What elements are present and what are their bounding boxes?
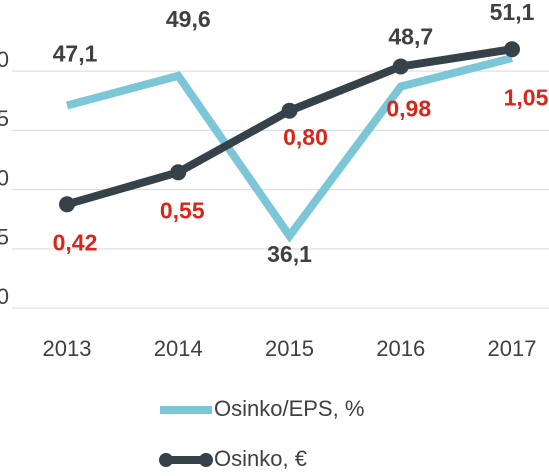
data-label: 51,1 <box>490 0 535 25</box>
legend-marker <box>199 453 213 467</box>
legend-label: Osinko, € <box>214 446 307 471</box>
point-marker <box>504 41 520 58</box>
data-label: 0,98 <box>386 96 431 122</box>
x-tick-label: 2016 <box>376 336 425 361</box>
y-tick-label: 45 <box>0 106 9 131</box>
data-label: 36,1 <box>267 241 312 267</box>
point-marker <box>170 164 187 181</box>
x-tick-label: 2015 <box>265 336 314 361</box>
point-marker <box>281 102 298 119</box>
point-marker <box>59 196 75 213</box>
x-tick-label: 2013 <box>43 336 92 361</box>
point-marker <box>392 58 409 75</box>
data-label: 48,7 <box>388 24 433 50</box>
y-tick-label: 40 <box>0 165 9 190</box>
legend-label: Osinko/EPS, % <box>214 396 364 421</box>
x-tick-label: 2014 <box>154 336 203 361</box>
x-tick-label: 2017 <box>488 336 537 361</box>
data-label: 47,1 <box>53 41 98 67</box>
data-label: 0,42 <box>53 229 98 255</box>
series-line <box>65 54 513 243</box>
y-tick-label: 35 <box>0 225 9 250</box>
y-tick-label: 50 <box>0 47 9 72</box>
y-tick-label: 30 <box>0 284 9 309</box>
data-label: 0,55 <box>160 197 205 223</box>
legend-marker <box>159 453 173 467</box>
data-label: 0,80 <box>283 124 328 150</box>
data-label: 49,6 <box>166 6 211 32</box>
data-label: 1,05 <box>504 84 549 110</box>
